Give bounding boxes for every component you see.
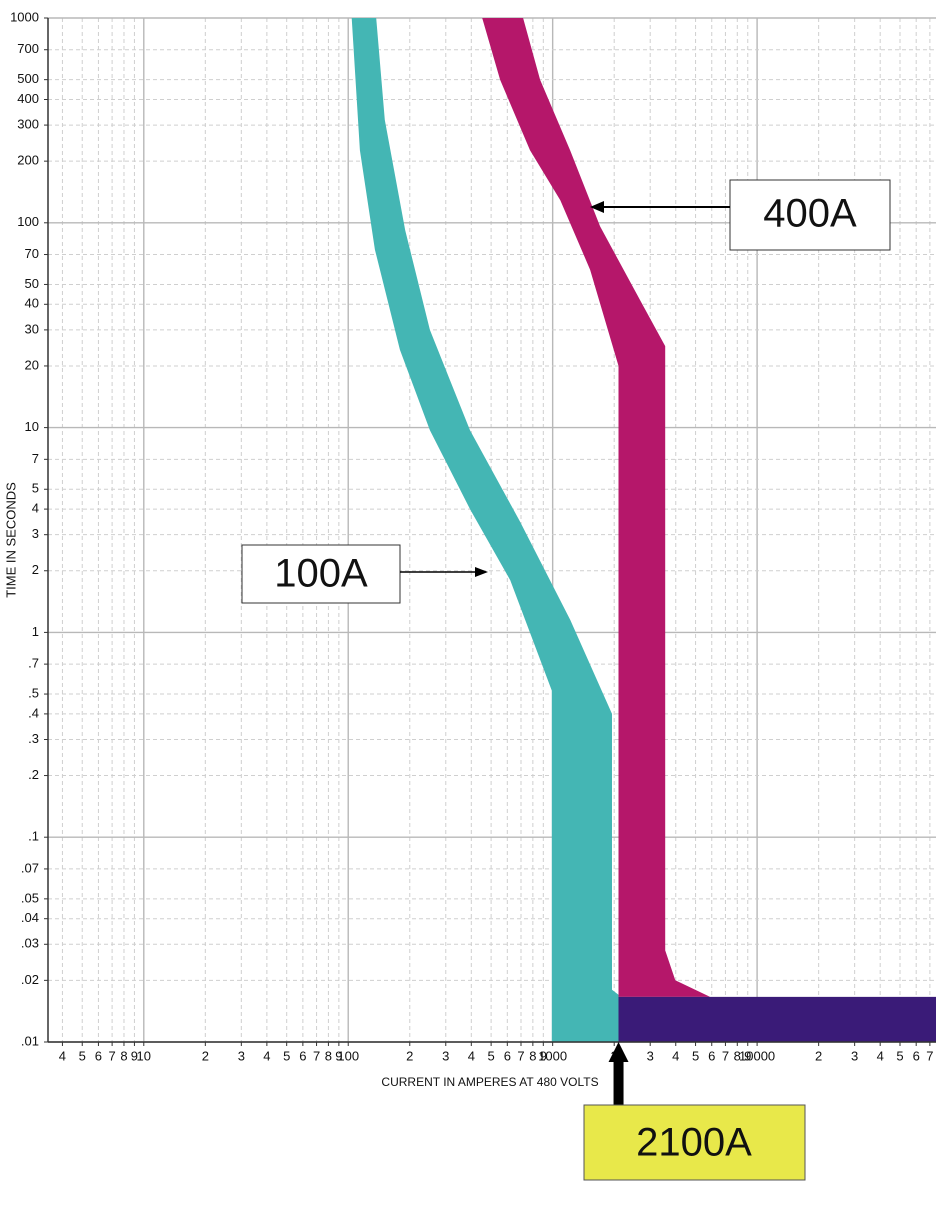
y-tick-label: 5: [32, 481, 39, 496]
x-axis-label: CURRENT IN AMPERES AT 480 VOLTS: [381, 1075, 598, 1089]
x-tick-label: 3: [442, 1048, 449, 1063]
y-tick-label: .5: [28, 685, 39, 700]
x-tick-label: 8: [120, 1048, 127, 1063]
y-tick-label: .01: [21, 1033, 39, 1048]
x-tick-label: 7: [108, 1048, 115, 1063]
x-tick-label: 2: [202, 1048, 209, 1063]
y-tick-label: .03: [21, 936, 39, 951]
y-tick-label: .4: [28, 705, 39, 720]
y-tick-label: .07: [21, 860, 39, 875]
x-tick-label: 4: [672, 1048, 679, 1063]
x-tick-label: 10000: [739, 1048, 775, 1063]
y-tick-label: .1: [28, 829, 39, 844]
x-tick-label: 2: [815, 1048, 822, 1063]
x-tick-label: 7: [517, 1048, 524, 1063]
x-tick-label: 100: [337, 1048, 359, 1063]
y-tick-label: 70: [25, 246, 39, 261]
y-tick-label: 500: [17, 71, 39, 86]
area: [619, 997, 936, 1042]
y-tick-label: 30: [25, 321, 39, 336]
y-tick-label: 40: [25, 296, 39, 311]
y-tick-label: 10: [25, 419, 39, 434]
x-tick-label: 4: [468, 1048, 475, 1063]
y-tick-label: 20: [25, 357, 39, 372]
y-tick-label: 1000: [10, 9, 39, 24]
x-tick-label: 5: [692, 1048, 699, 1063]
y-tick-label: 3: [32, 526, 39, 541]
x-tick-label: 5: [896, 1048, 903, 1063]
y-tick-label: 4: [32, 501, 39, 516]
y-tick-label: 2: [32, 562, 39, 577]
x-tick-label: 8: [325, 1048, 332, 1063]
x-tick-label: 1000: [538, 1048, 567, 1063]
callout-label: 100A: [274, 552, 368, 596]
x-tick-label: 5: [79, 1048, 86, 1063]
x-tick-label: 7: [722, 1048, 729, 1063]
y-tick-label: .05: [21, 890, 39, 905]
annotation-label: 2100A: [636, 1121, 752, 1165]
y-tick-label: 300: [17, 117, 39, 132]
y-tick-label: 1: [32, 624, 39, 639]
x-tick-label: 8: [529, 1048, 536, 1063]
callout-label: 400A: [763, 192, 857, 236]
y-tick-label: 200: [17, 153, 39, 168]
x-tick-label: 6: [913, 1048, 920, 1063]
y-tick-label: 100: [17, 214, 39, 229]
y-tick-label: 7: [32, 451, 39, 466]
x-tick-label: 7: [926, 1048, 933, 1063]
x-tick-label: 3: [851, 1048, 858, 1063]
x-tick-label: 2: [406, 1048, 413, 1063]
x-tick-label: 4: [263, 1048, 270, 1063]
x-tick-label: 10: [137, 1048, 151, 1063]
y-tick-label: .3: [28, 731, 39, 746]
y-tick-label: 400: [17, 91, 39, 106]
x-tick-label: 5: [283, 1048, 290, 1063]
x-tick-label: 6: [299, 1048, 306, 1063]
y-tick-label: .7: [28, 656, 39, 671]
x-tick-label: 6: [708, 1048, 715, 1063]
y-tick-label: .04: [21, 910, 39, 925]
x-tick-label: 3: [647, 1048, 654, 1063]
x-tick-label: 4: [877, 1048, 884, 1063]
y-tick-label: .02: [21, 972, 39, 987]
x-tick-label: 5: [488, 1048, 495, 1063]
x-tick-label: 6: [95, 1048, 102, 1063]
x-tick-label: 6: [504, 1048, 511, 1063]
x-tick-label: 7: [313, 1048, 320, 1063]
y-tick-label: 50: [25, 276, 39, 291]
y-axis-label: TIME IN SECONDS: [3, 482, 18, 598]
y-tick-label: 700: [17, 41, 39, 56]
annotation-stem: [614, 1058, 624, 1106]
x-tick-label: 3: [238, 1048, 245, 1063]
y-tick-label: .2: [28, 767, 39, 782]
x-tick-label: 4: [59, 1048, 66, 1063]
